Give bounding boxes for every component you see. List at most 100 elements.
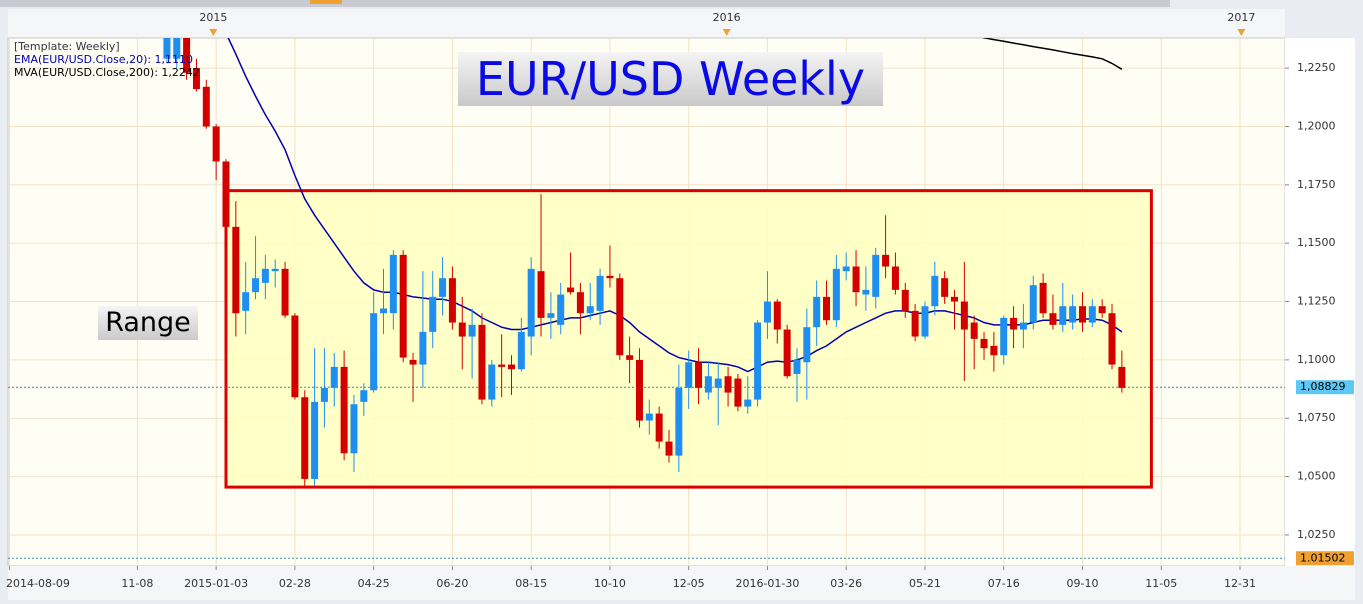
template-label: [Template: Weekly] — [14, 40, 120, 53]
range-label: Range — [98, 306, 198, 340]
top-tick-marker — [209, 29, 218, 36]
candle-body — [586, 306, 594, 314]
candle-body — [1019, 322, 1027, 330]
candle-body — [242, 292, 250, 311]
legend-entry: MVA(EUR/USD.Close,200): 1,2242 — [14, 66, 200, 79]
x-tick-label: 12-31 — [1224, 577, 1256, 590]
candle-body — [380, 308, 388, 314]
candle-body — [330, 366, 338, 388]
candle-body — [1059, 306, 1067, 325]
candle-body — [537, 271, 545, 318]
candle-body — [419, 331, 427, 365]
candle-body — [1118, 366, 1126, 388]
candle-body — [320, 387, 328, 402]
scroll-thumb[interactable] — [310, 0, 342, 4]
x-tick-label: 04-25 — [358, 577, 390, 590]
candle-body — [852, 266, 860, 293]
candle-body — [626, 355, 634, 360]
y-tick-label: 1,0750 — [1297, 411, 1336, 424]
price-label: 1,08829 — [1300, 380, 1346, 393]
top-tick-label: 2015 — [199, 11, 227, 24]
candle-body — [1069, 306, 1077, 323]
candle-body — [478, 324, 486, 400]
scrollbar[interactable] — [0, 0, 1170, 7]
top-tick-marker — [722, 29, 731, 36]
candle-body — [1029, 285, 1037, 323]
y-tick-label: 1,1750 — [1297, 178, 1336, 191]
bottom-axis-band — [8, 566, 1355, 600]
x-tick-label: 06-20 — [436, 577, 468, 590]
candle-body — [350, 404, 358, 454]
candle-body — [891, 266, 899, 290]
candle-body — [409, 359, 417, 365]
candle-body — [222, 161, 230, 227]
candle-body — [754, 322, 762, 400]
candle-body — [439, 278, 447, 297]
candle-body — [862, 289, 870, 295]
candle-body — [645, 413, 653, 421]
candle-body — [901, 289, 909, 311]
right-axis-band — [1285, 38, 1355, 566]
candle-body — [370, 313, 378, 391]
candle-body — [202, 86, 210, 127]
candle-body — [980, 338, 988, 349]
candle-body — [763, 301, 771, 323]
candle-body — [823, 296, 831, 321]
indicator-line — [227, 38, 1123, 373]
x-tick-label: 09-10 — [1066, 577, 1098, 590]
candle-body — [773, 301, 781, 330]
price-label-box — [1296, 551, 1354, 566]
candle-body — [557, 294, 565, 325]
axes: 1,0250 1,0500 1,0750 1,1000 1,1250 1,1500 1,17… — [6, 11, 1354, 590]
y-tick-label: 1,1250 — [1297, 295, 1336, 308]
candle-body — [911, 310, 919, 337]
candle-body — [960, 301, 968, 330]
candle-body — [1078, 306, 1086, 323]
candle-body — [252, 278, 260, 293]
x-tick-label: 2015-01-03 — [184, 577, 248, 590]
candle-body — [1098, 306, 1106, 314]
candle-body — [665, 441, 673, 456]
candle-body — [606, 275, 614, 279]
candle-body — [842, 266, 850, 272]
candle-body — [734, 378, 742, 407]
candle-body — [695, 362, 703, 388]
y-tick-label: 1,1500 — [1297, 236, 1336, 249]
x-tick-label: 02-28 — [279, 577, 311, 590]
candle-body — [448, 278, 456, 323]
top-tick-label: 2017 — [1227, 11, 1255, 24]
candle-body — [931, 275, 939, 307]
candle-body — [1010, 317, 1018, 330]
candle-body — [527, 268, 535, 337]
x-tick-label: 11-08 — [121, 577, 153, 590]
candle-body — [517, 331, 525, 370]
x-tick-label: 12-05 — [673, 577, 705, 590]
candle-body — [281, 268, 289, 316]
chart-title: EUR/USD Weekly — [458, 52, 883, 106]
candle-body — [360, 390, 368, 402]
candle-body — [399, 254, 407, 358]
indicator-line — [982, 38, 1123, 70]
candle-body — [685, 362, 693, 388]
plot — [8, 38, 1285, 566]
candle-body — [301, 397, 309, 479]
candle-body — [291, 315, 299, 398]
y-tick-label: 1,1000 — [1297, 353, 1336, 366]
candle-body — [990, 345, 998, 356]
range-box — [224, 189, 1153, 489]
y-tick-label: 1,2000 — [1297, 119, 1336, 132]
candle-body — [458, 322, 466, 337]
candle-body — [714, 378, 722, 388]
top-tick-label: 2016 — [713, 11, 741, 24]
candle-body — [567, 287, 575, 293]
candle-body — [507, 364, 515, 370]
candle-body — [163, 38, 171, 59]
x-tick-label: 03-26 — [830, 577, 862, 590]
candle-body — [340, 366, 348, 454]
x-tick-label: 05-21 — [909, 577, 941, 590]
candle-body — [498, 364, 506, 367]
candle-body — [813, 296, 821, 328]
top-tick-marker — [1237, 29, 1246, 36]
candle-body — [1049, 313, 1057, 325]
